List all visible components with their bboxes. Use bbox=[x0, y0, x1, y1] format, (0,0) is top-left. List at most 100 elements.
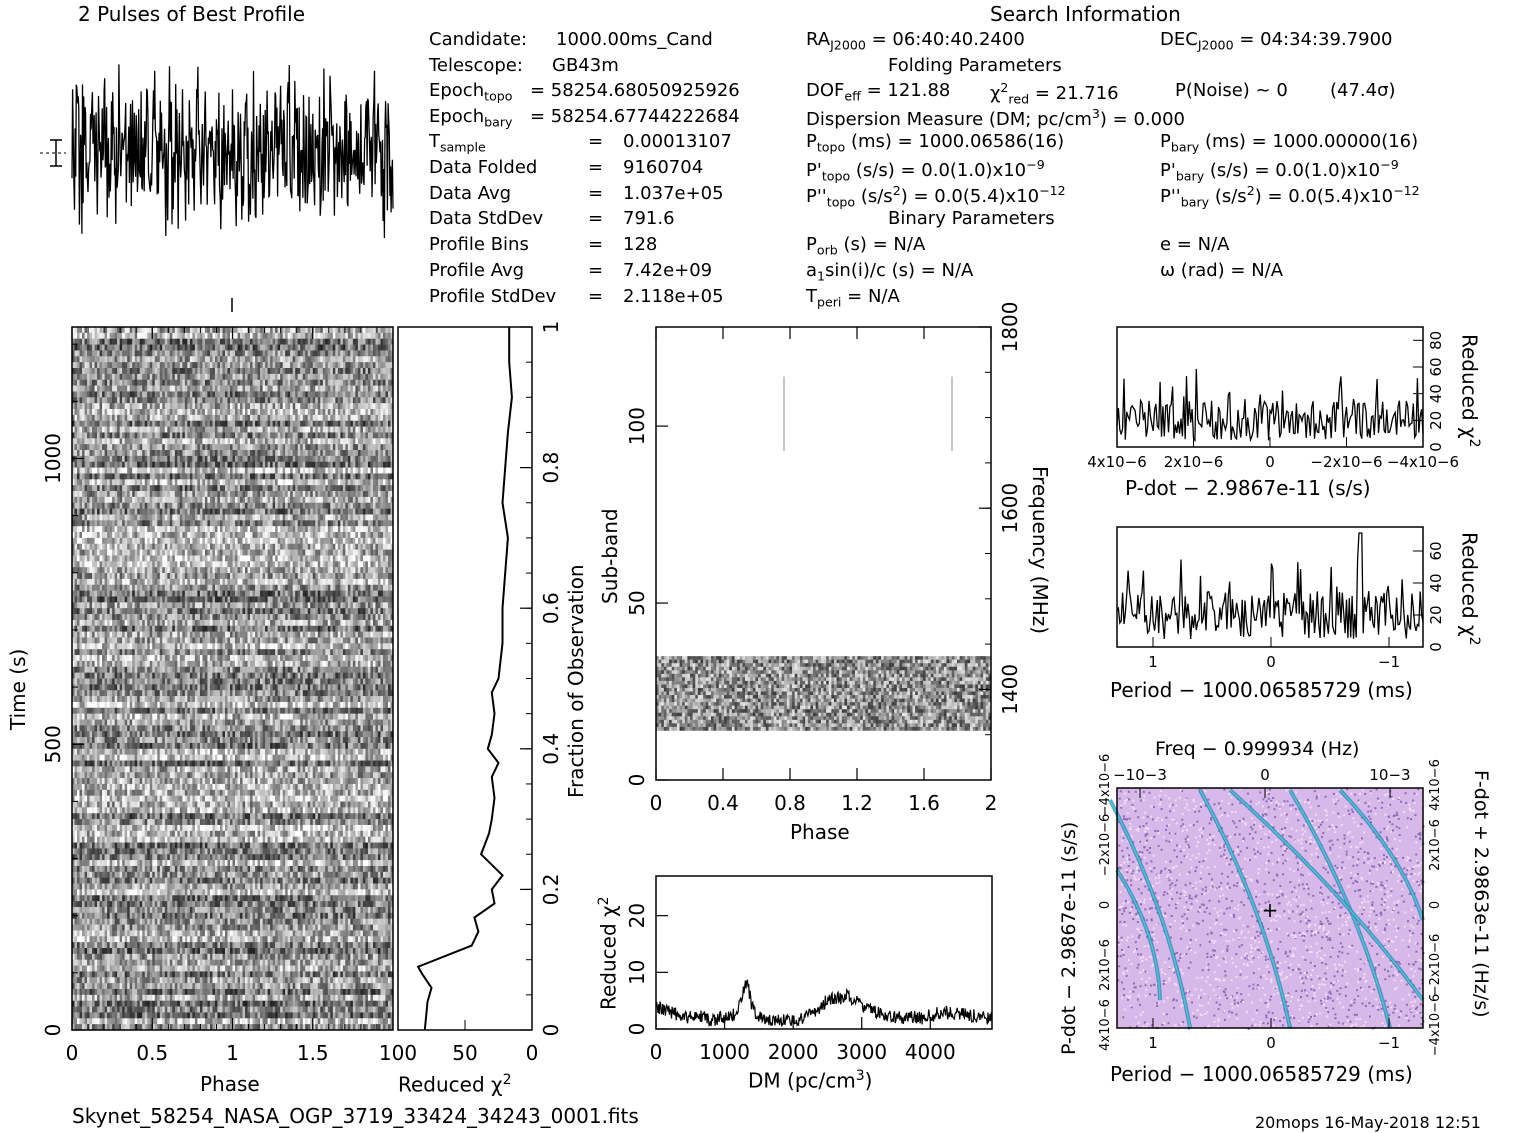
heatmap-cell bbox=[300, 333, 303, 339]
heatmap-cell bbox=[290, 356, 293, 362]
heatmap-cell bbox=[162, 368, 165, 374]
heatmap-cell bbox=[227, 386, 230, 392]
heatmap-cell bbox=[385, 374, 388, 380]
heatmap-cell bbox=[388, 397, 391, 403]
heatmap-cell bbox=[190, 345, 193, 351]
heatmap-cell bbox=[107, 391, 110, 397]
heatmap-cell bbox=[225, 391, 228, 397]
heatmap-cell bbox=[185, 497, 188, 503]
heatmap-cell bbox=[270, 350, 273, 356]
heatmap-cell bbox=[77, 415, 80, 421]
heatmap-cell bbox=[107, 450, 110, 456]
heatmap-cell bbox=[140, 444, 143, 450]
heatmap-cell bbox=[280, 391, 283, 397]
heatmap-cell bbox=[205, 356, 208, 362]
heatmap-cell bbox=[217, 350, 220, 356]
heatmap-cell bbox=[202, 350, 205, 356]
heatmap-cell bbox=[260, 380, 263, 386]
heatmap-cell bbox=[177, 409, 180, 415]
heatmap-cell bbox=[338, 485, 341, 491]
heatmap-cell bbox=[340, 380, 343, 386]
heatmap-cell bbox=[333, 514, 336, 520]
heatmap-cell bbox=[378, 514, 381, 520]
heatmap-cell bbox=[142, 491, 145, 497]
heatmap-cell bbox=[260, 526, 263, 532]
heatmap-cell bbox=[273, 391, 276, 397]
heatmap-cell bbox=[240, 438, 243, 444]
heatmap-cell bbox=[127, 397, 130, 403]
heatmap-cell bbox=[157, 327, 160, 333]
heatmap-cell bbox=[217, 479, 220, 485]
heatmap-cell bbox=[167, 345, 170, 351]
heatmap-cell bbox=[330, 386, 333, 392]
heatmap-cell bbox=[210, 432, 213, 438]
heatmap-cell bbox=[225, 485, 228, 491]
heatmap-cell bbox=[280, 380, 283, 386]
heatmap-cell bbox=[278, 386, 281, 392]
heatmap-cell bbox=[350, 432, 353, 438]
heatmap-cell bbox=[97, 421, 100, 427]
heatmap-cell bbox=[333, 333, 336, 339]
heatmap-cell bbox=[85, 520, 88, 526]
heatmap-cell bbox=[288, 473, 291, 479]
heatmap-cell bbox=[325, 520, 328, 526]
heatmap-cell bbox=[313, 544, 316, 550]
heatmap-cell bbox=[250, 403, 253, 409]
heatmap-cell bbox=[177, 550, 180, 556]
heatmap-cell bbox=[260, 450, 263, 456]
heatmap-cell bbox=[380, 333, 383, 339]
heatmap-cell bbox=[278, 450, 281, 456]
heatmap-cell bbox=[140, 473, 143, 479]
heatmap-cell bbox=[120, 532, 123, 538]
heatmap-cell bbox=[85, 368, 88, 374]
heatmap-cell bbox=[270, 368, 273, 374]
heatmap-cell bbox=[77, 462, 80, 468]
heatmap-cell bbox=[330, 403, 333, 409]
heatmap-cell bbox=[365, 520, 368, 526]
heatmap-cell bbox=[300, 456, 303, 462]
heatmap-cell bbox=[283, 368, 286, 374]
heatmap-cell bbox=[220, 350, 223, 356]
heatmap-cell bbox=[92, 380, 95, 386]
heatmap-cell bbox=[350, 456, 353, 462]
heatmap-cell bbox=[160, 550, 163, 556]
heatmap-cell bbox=[345, 345, 348, 351]
heatmap-cell bbox=[333, 444, 336, 450]
heatmap-cell bbox=[373, 532, 376, 538]
heatmap-cell bbox=[107, 444, 110, 450]
heatmap-cell bbox=[85, 350, 88, 356]
heatmap-cell bbox=[177, 391, 180, 397]
heatmap-cell bbox=[102, 544, 105, 550]
heatmap-cell bbox=[110, 368, 113, 374]
heatmap-cell bbox=[225, 421, 228, 427]
heatmap-cell bbox=[335, 380, 338, 386]
heatmap-cell bbox=[125, 509, 128, 515]
heatmap-cell bbox=[100, 550, 103, 556]
heatmap-cell bbox=[102, 538, 105, 544]
heatmap-cell bbox=[167, 503, 170, 509]
heatmap-cell bbox=[240, 485, 243, 491]
heatmap-cell bbox=[105, 415, 108, 421]
heatmap-cell bbox=[175, 421, 178, 427]
heatmap-cell bbox=[380, 526, 383, 532]
heatmap-cell bbox=[175, 473, 178, 479]
heatmap-cell bbox=[275, 485, 278, 491]
heatmap-cell bbox=[245, 368, 248, 374]
heatmap-cell bbox=[125, 350, 128, 356]
heatmap-cell bbox=[385, 485, 388, 491]
heatmap-cell bbox=[165, 380, 168, 386]
heatmap-cell bbox=[330, 444, 333, 450]
heatmap-cell bbox=[192, 339, 195, 345]
heatmap-cell bbox=[285, 380, 288, 386]
heatmap-cell bbox=[97, 432, 100, 438]
heatmap-cell bbox=[107, 409, 110, 415]
heatmap-cell bbox=[315, 374, 318, 380]
heatmap-cell bbox=[275, 473, 278, 479]
heatmap-cell bbox=[263, 386, 266, 392]
heatmap-cell bbox=[75, 368, 78, 374]
heatmap-cell bbox=[80, 368, 83, 374]
heatmap-cell bbox=[80, 550, 83, 556]
heatmap-cell bbox=[260, 327, 263, 333]
heatmap-cell bbox=[197, 380, 200, 386]
heatmap-cell bbox=[167, 374, 170, 380]
